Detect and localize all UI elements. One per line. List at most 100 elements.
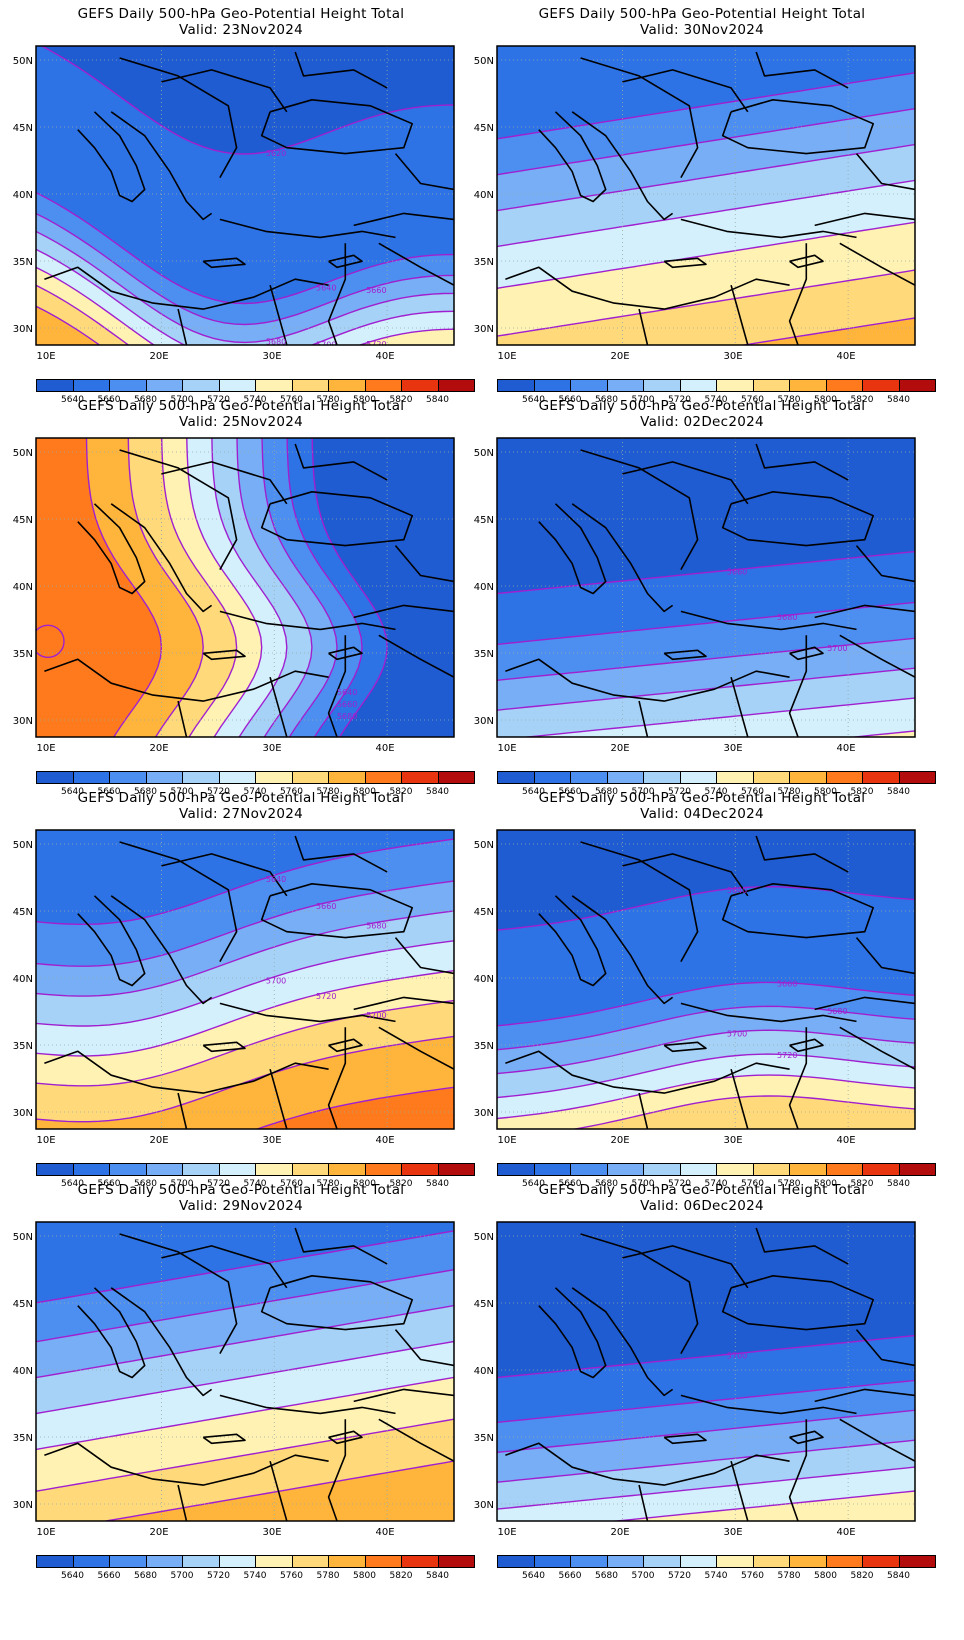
x-tick-label: 30E — [262, 743, 281, 754]
coastline — [119, 1233, 238, 1354]
y-tick-label: 30N — [474, 716, 494, 727]
colorbar: 5640 5660 5680 5700 5720 5740 5760 5780 5800 5820… — [36, 1163, 475, 1189]
colorbar-label: 5720 — [207, 1571, 230, 1581]
coastline — [353, 212, 454, 227]
contour-line — [36, 1376, 454, 1451]
y-tick-label: 45N — [13, 1299, 33, 1310]
coastline — [77, 111, 146, 203]
colorbar-label: 5640 — [61, 1571, 84, 1581]
coastline — [219, 610, 396, 631]
colorbar-swatch — [401, 1555, 439, 1568]
coastline — [110, 1287, 213, 1397]
colorbar-swatch — [401, 379, 439, 392]
coastline — [855, 1329, 915, 1367]
x-tick-label: 20E — [610, 743, 629, 754]
coastline — [814, 996, 915, 1011]
contour-label: 5660 — [337, 700, 357, 709]
coastline — [161, 853, 288, 897]
coastline — [730, 676, 749, 737]
x-tick-label: 30E — [723, 1135, 742, 1146]
coastline — [378, 1026, 454, 1070]
colorbar-swatch — [291, 1163, 329, 1176]
coastline — [505, 1050, 790, 1094]
coastline — [680, 1002, 857, 1023]
coastline — [44, 266, 329, 310]
colorbar-label: 5820 — [850, 787, 874, 797]
x-tick-label: 10E — [36, 743, 55, 754]
colorbar-swatch — [497, 1163, 535, 1176]
colorbar-label: 5680 — [595, 1571, 618, 1581]
x-tick-label: 20E — [149, 1135, 168, 1146]
map-panel: GEFS Daily 500-hPa Geo-Potential Height … — [461, 1176, 943, 1586]
colorbar-label: 5760 — [741, 787, 764, 797]
colorbar-label: 5680 — [134, 1571, 157, 1581]
coastline — [755, 835, 849, 873]
y-tick-label: 50N — [474, 1232, 494, 1243]
map-panel: GEFS Daily 500-hPa Geo-Potential Height … — [461, 784, 943, 1194]
coastline — [327, 243, 347, 345]
colorbar: 5640 5660 5680 5700 5720 5740 5760 5780 5800 5820… — [36, 1555, 475, 1581]
height-band — [36, 306, 100, 345]
colorbar-label: 5640 — [61, 787, 84, 797]
coastline — [788, 1027, 808, 1129]
height-band — [497, 270, 915, 345]
colorbar-swatch — [825, 1163, 863, 1176]
y-tick-label: 35N — [474, 257, 494, 268]
colorbar-label: 5780 — [777, 1571, 801, 1581]
y-tick-label: 35N — [474, 649, 494, 660]
coastline — [378, 242, 454, 286]
contour-line — [497, 1029, 915, 1075]
panel-valid-date: Valid: 04Dec2024 — [640, 806, 764, 822]
x-tick-label: 10E — [36, 1135, 55, 1146]
y-tick-label: 40N — [474, 974, 494, 985]
x-tick-label: 20E — [610, 1527, 629, 1538]
colorbar-swatch — [606, 1555, 644, 1568]
coastline — [327, 1419, 347, 1521]
colorbar-label: 5720 — [207, 395, 230, 405]
colorbar-swatch — [218, 1555, 256, 1568]
contour-label: 5660 — [316, 902, 336, 911]
colorbar-swatch — [182, 1163, 220, 1176]
colorbar-label: 5640 — [522, 787, 545, 797]
geopotential-map: 5640 5660 5680 5700 5720 5700 50N 45N 40N 35N 30N 1… — [13, 829, 455, 1146]
colorbar-swatch — [437, 379, 475, 392]
contour-line — [36, 230, 454, 344]
coastline — [638, 1484, 649, 1521]
panel-valid-date: Valid: 06Dec2024 — [640, 1198, 764, 1214]
plot-frame — [496, 829, 916, 1130]
y-tick-label: 30N — [13, 324, 33, 335]
y-tick-label: 30N — [474, 1108, 494, 1119]
contour-line — [520, 697, 915, 737]
coastline — [755, 1227, 849, 1265]
colorbar-label: 5700 — [631, 1179, 655, 1189]
plot-frame — [496, 1221, 916, 1522]
colorbar-label: 5760 — [280, 787, 303, 797]
coastline — [663, 1041, 707, 1053]
colorbar-label: 5680 — [134, 1179, 157, 1189]
colorbar-swatch — [679, 379, 717, 392]
contour-label: 5700 — [366, 1011, 386, 1020]
colorbar-swatch — [533, 1163, 571, 1176]
colorbar-label: 5680 — [134, 395, 157, 405]
coastline — [730, 1068, 749, 1129]
contour-line — [739, 317, 915, 345]
colorbar-swatch — [862, 1163, 900, 1176]
colorbar-label: 5760 — [280, 1179, 303, 1189]
coastline — [269, 676, 288, 737]
contour-line — [36, 880, 454, 967]
map-panel: GEFS Daily 500-hPa Geo-Potential Height … — [0, 1176, 482, 1586]
colorbar-swatch — [752, 771, 790, 784]
y-tick-label: 35N — [474, 1433, 494, 1444]
contour-line — [497, 221, 915, 289]
colorbar-label: 5820 — [850, 1179, 874, 1189]
height-band — [36, 231, 454, 345]
y-tick-label: 40N — [13, 582, 33, 593]
contour-label: 5640 — [266, 875, 286, 884]
contour-line — [36, 266, 454, 345]
colorbar-swatch — [716, 379, 754, 392]
height-band — [257, 1087, 454, 1129]
colorbar-label: 5720 — [207, 787, 230, 797]
colorbar-swatch — [401, 1163, 439, 1176]
colorbar-swatch — [364, 1555, 402, 1568]
x-tick-label: 30E — [262, 1135, 281, 1146]
